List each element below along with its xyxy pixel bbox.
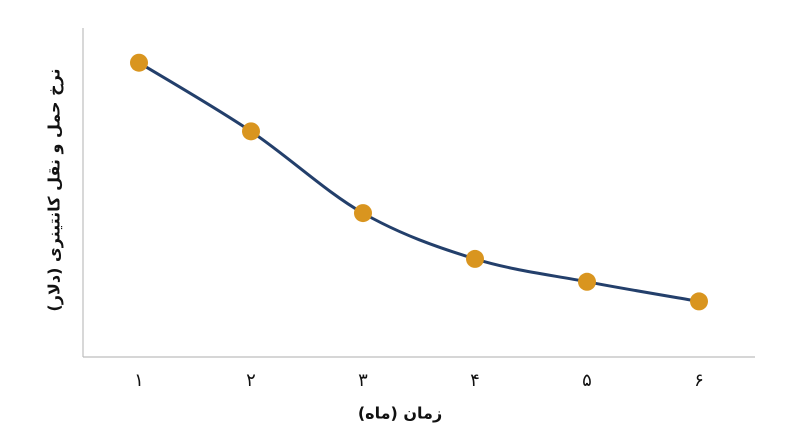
y-axis-title: نرخ حمل و نقل کانتینری (دلار) <box>45 68 64 311</box>
x-tick-label: ۴ <box>470 370 480 391</box>
marker <box>130 53 148 72</box>
marker <box>466 249 484 268</box>
x-tick-label: ۵ <box>582 370 592 391</box>
marker <box>354 204 372 223</box>
marker <box>578 272 596 291</box>
marker <box>690 292 708 311</box>
line <box>138 61 700 303</box>
x-tick-label: ۳ <box>358 370 368 391</box>
x-tick-label: ۲ <box>246 370 256 391</box>
x-axis-title: زمان (ماه) <box>358 404 442 423</box>
marker <box>242 122 260 141</box>
x-tick-label: ۱ <box>134 370 144 391</box>
x-tick-label: ۶ <box>694 370 704 391</box>
